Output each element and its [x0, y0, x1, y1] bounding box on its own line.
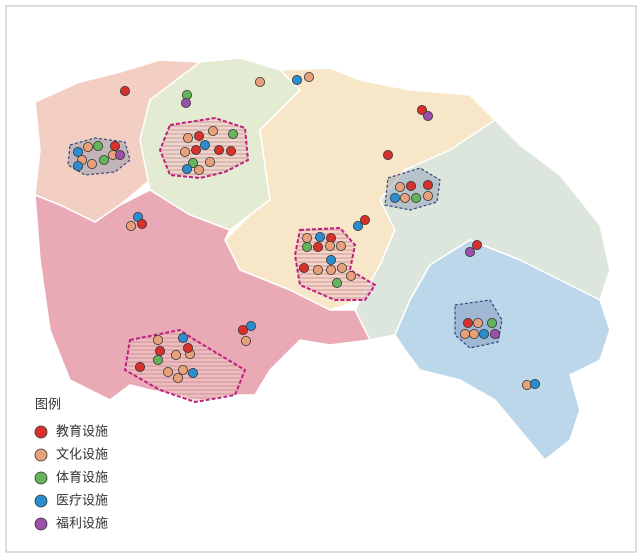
facility-marker	[227, 128, 238, 139]
facility-marker	[245, 320, 256, 331]
region	[34, 189, 372, 401]
facility-marker	[303, 72, 314, 83]
facility-marker	[177, 332, 188, 343]
facility-marker	[225, 145, 236, 156]
facility-marker	[180, 98, 191, 109]
facility-marker	[301, 232, 312, 243]
facility-marker	[468, 328, 479, 339]
facility-marker	[172, 372, 183, 383]
facility-marker	[115, 149, 126, 160]
facility-marker	[99, 154, 110, 165]
facility-marker	[298, 262, 309, 273]
facility-marker	[478, 328, 489, 339]
facility-marker	[73, 160, 84, 171]
facility-marker	[237, 324, 248, 335]
facility-marker	[213, 144, 224, 155]
facility-marker	[136, 218, 147, 229]
facility-marker	[312, 241, 323, 252]
facility-marker	[399, 192, 410, 203]
facility-marker	[325, 254, 336, 265]
region	[394, 239, 611, 462]
facility-marker	[193, 130, 204, 141]
facility-marker	[207, 126, 218, 137]
facility-marker	[93, 140, 104, 151]
facility-marker	[254, 77, 265, 88]
facility-marker	[193, 164, 204, 175]
legend-marker	[34, 494, 48, 508]
facility-marker	[240, 335, 251, 346]
facility-marker	[410, 192, 421, 203]
facility-marker	[472, 317, 483, 328]
facility-marker	[152, 334, 163, 345]
facility-marker	[416, 105, 427, 116]
facility-marker	[422, 190, 433, 201]
facility-marker	[389, 192, 400, 203]
facility-marker	[422, 179, 433, 190]
legend-marker	[34, 471, 48, 485]
facility-marker	[325, 264, 336, 275]
legend-title: 图例	[35, 398, 61, 413]
facility-marker	[170, 349, 181, 360]
facility-marker	[331, 277, 342, 288]
facility-marker	[126, 220, 137, 231]
facility-marker	[182, 342, 193, 353]
facility-marker	[459, 328, 470, 339]
facility-marker	[462, 317, 473, 328]
legend-marker	[34, 517, 48, 531]
facility-marker	[162, 366, 173, 377]
facility-marker	[405, 180, 416, 191]
frame	[5, 5, 637, 553]
legend-marker	[34, 425, 48, 439]
legend-label: 教育设施	[56, 424, 108, 440]
legend-label: 医疗设施	[56, 494, 108, 509]
facility-marker	[382, 149, 393, 160]
facility-marker	[181, 163, 192, 174]
facility-marker	[464, 246, 475, 257]
facility-marker	[324, 240, 335, 251]
legend-label: 文化设施	[56, 448, 108, 463]
facility-marker	[83, 141, 94, 152]
facility-marker	[394, 181, 405, 192]
facility-marker	[182, 132, 193, 143]
facility-marker	[352, 220, 363, 231]
facility-marker	[110, 140, 121, 151]
facility-marker	[199, 139, 210, 150]
legend-label: 体育设施	[56, 470, 108, 486]
facility-marker	[291, 75, 302, 86]
facility-marker	[301, 241, 312, 252]
legend-marker	[34, 448, 48, 462]
facility-marker	[335, 240, 346, 251]
facility-marker	[204, 156, 215, 167]
legend-label: 福利设施	[56, 517, 108, 532]
facility-marker	[336, 262, 347, 273]
facility-marker	[134, 361, 145, 372]
facility-marker	[120, 86, 131, 97]
facility-marker	[422, 111, 433, 122]
facility-marker	[190, 144, 201, 155]
facility-marker	[87, 158, 98, 169]
facility-marker	[152, 354, 163, 365]
facility-marker	[312, 264, 323, 275]
facility-marker	[471, 239, 482, 250]
facility-marker	[345, 270, 356, 281]
facility-marker	[530, 378, 541, 389]
facility-marker	[489, 328, 500, 339]
facility-marker	[314, 231, 325, 242]
facility-marker	[179, 146, 190, 157]
facility-marker	[486, 317, 497, 328]
facility-marker	[187, 367, 198, 378]
facility-marker	[177, 364, 188, 375]
facility-marker	[359, 214, 370, 225]
facility-marker	[154, 345, 165, 356]
facility-marker	[73, 146, 84, 157]
facility-marker	[187, 157, 198, 168]
